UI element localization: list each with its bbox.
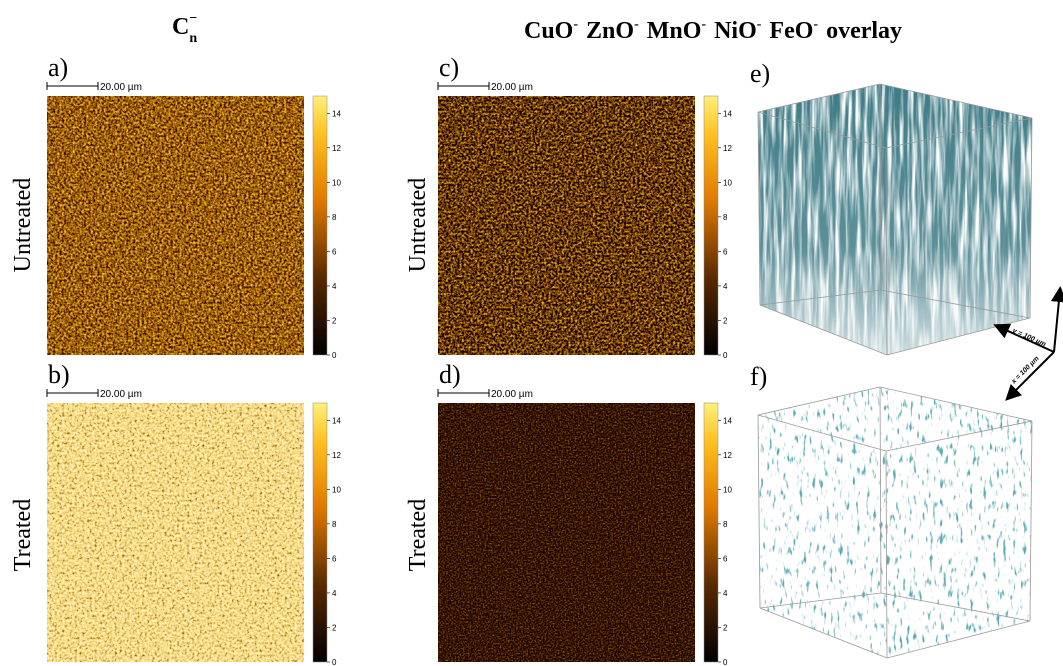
column-title: C− n [172, 11, 197, 46]
colorbar-tick-label: 6 [332, 554, 337, 563]
colorbar-tick-label: 12 [332, 451, 341, 460]
scale-label: 20.00 µm [491, 389, 533, 400]
colorbar-tick-label: 2 [332, 316, 337, 325]
title-suffix: overlay [826, 18, 902, 44]
ion-base: CuO [524, 18, 573, 44]
colorbar-tick-label: 4 [332, 282, 337, 291]
panel-label: d) [439, 360, 461, 389]
colorbar-tick-label: 2 [332, 623, 337, 632]
colorbar-tick-label: 14 [332, 109, 341, 118]
title-base: C [172, 14, 189, 40]
ion-map [438, 403, 695, 662]
colorbar [313, 96, 327, 355]
colorbar-tick-label: 14 [723, 416, 732, 425]
colorbar-tick-label: 2 [723, 623, 728, 632]
colorbar-tick-label: 2 [723, 316, 728, 325]
ion-sup: - [573, 17, 578, 32]
panel-label: a) [48, 53, 68, 82]
colorbar [704, 96, 718, 355]
ion-map [47, 403, 304, 662]
colorbar-tick-label: 10 [723, 485, 732, 494]
scale-label: 20.00 µm [100, 82, 142, 93]
colorbar-tick-label: 4 [332, 589, 337, 598]
colorbar-tick-label: 8 [723, 520, 728, 529]
colorbar-tick-label: 0 [723, 351, 728, 360]
ion-base: FeO [769, 18, 813, 44]
colorbar-tick-label: 8 [332, 213, 337, 222]
row-label: Untreated [405, 178, 431, 273]
row-label: Untreated [10, 178, 36, 273]
colorbar-tick-label: 10 [723, 178, 732, 187]
ion-sup: - [813, 17, 818, 32]
colorbar-tick-label: 6 [723, 247, 728, 256]
ion-base: ZnO [586, 18, 634, 44]
column-title: CuO-ZnO-MnO-NiO-FeO-overlay [524, 17, 902, 44]
colorbar-tick-label: 0 [332, 658, 337, 666]
colorbar-tick-label: 4 [723, 589, 728, 598]
figure: C−nCuO-ZnO-MnO-NiO-FeO-overlayUntreatedT… [0, 0, 1063, 666]
ion-sup: - [757, 17, 762, 32]
scale-label: 20.00 µm [491, 82, 533, 93]
volume-render [755, 385, 1035, 661]
colorbar-tick-label: 4 [723, 282, 728, 291]
scale-label: 20.00 µm [100, 389, 142, 400]
colorbar-tick-label: 12 [723, 451, 732, 460]
colorbar-tick-label: 0 [332, 351, 337, 360]
ion-base: MnO [647, 18, 702, 44]
row-label: Treated [405, 499, 431, 571]
colorbar-tick-label: 14 [723, 109, 732, 118]
volume-fade [758, 84, 1032, 355]
title-sub: n [189, 31, 197, 46]
colorbar-tick-label: 6 [332, 247, 337, 256]
ion-sup: - [701, 17, 706, 32]
colorbar-tick-label: 8 [332, 520, 337, 529]
row-label: Treated [10, 499, 36, 571]
panel-label: f) [750, 362, 767, 391]
ion-sup: - [634, 17, 639, 32]
panel-label: e) [750, 59, 770, 88]
colorbar-tick-label: 10 [332, 178, 341, 187]
colorbar-tick-label: 12 [332, 144, 341, 153]
panel-label: b) [48, 360, 70, 389]
colorbar-tick-label: 0 [723, 658, 728, 666]
colorbar-tick-label: 6 [723, 554, 728, 563]
colorbar-tick-label: 10 [332, 485, 341, 494]
colorbar-tick-label: 12 [723, 144, 732, 153]
colorbar [313, 403, 327, 662]
colorbar [704, 403, 718, 662]
axis-z [1054, 290, 1060, 352]
colorbar-tick-label: 14 [332, 416, 341, 425]
ion-map [438, 96, 695, 355]
panel-label: c) [439, 53, 459, 82]
title-sup: − [189, 11, 197, 26]
ion-base: NiO [714, 18, 757, 44]
ion-map [47, 96, 304, 355]
colorbar-tick-label: 8 [723, 213, 728, 222]
axis-y-label: y = 100 µm [1010, 327, 1046, 348]
